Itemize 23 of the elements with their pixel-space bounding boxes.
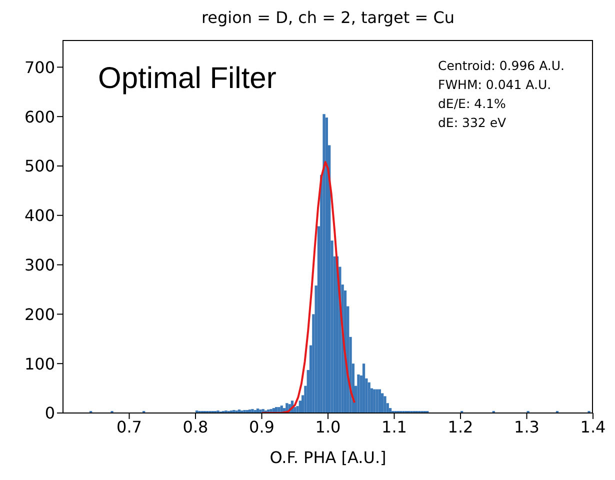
y-tick-label: 600 [24, 107, 55, 126]
y-tick-label: 100 [24, 354, 55, 374]
annotation: dE: 332 eV [438, 114, 508, 132]
y-tick-label: 300 [24, 255, 55, 274]
x-tick-label: 1.1 [382, 417, 407, 436]
y-tick-label: 400 [24, 206, 55, 226]
y-tick-label: 500 [24, 156, 55, 176]
annotation: FWHM: 0.041 A.U. [438, 76, 552, 94]
chart-title: region = D, ch = 2, target = Cu [200, 8, 456, 28]
y-tick-label: 700 [24, 58, 55, 77]
annotation: Optimal Filter [98, 62, 276, 96]
annotation: dE/E: 4.1% [438, 95, 507, 113]
y-tick-label: 0 [44, 404, 55, 423]
x-tick-label: 0.9 [249, 417, 274, 436]
x-axis-title: O.F. PHA [A.U.] [270, 448, 386, 467]
annotation: Centroid: 0.996 A.U. [438, 57, 565, 75]
x-tick-label: 1.3 [514, 417, 540, 436]
x-tick-label: 0.7 [116, 417, 142, 436]
x-tick-label: 1.2 [448, 417, 474, 436]
x-tick-label: 1.4 [580, 417, 606, 436]
x-tick-label: 0.8 [182, 417, 208, 436]
y-tick-label: 200 [24, 304, 55, 324]
x-tick-label: 1.0 [315, 417, 341, 436]
